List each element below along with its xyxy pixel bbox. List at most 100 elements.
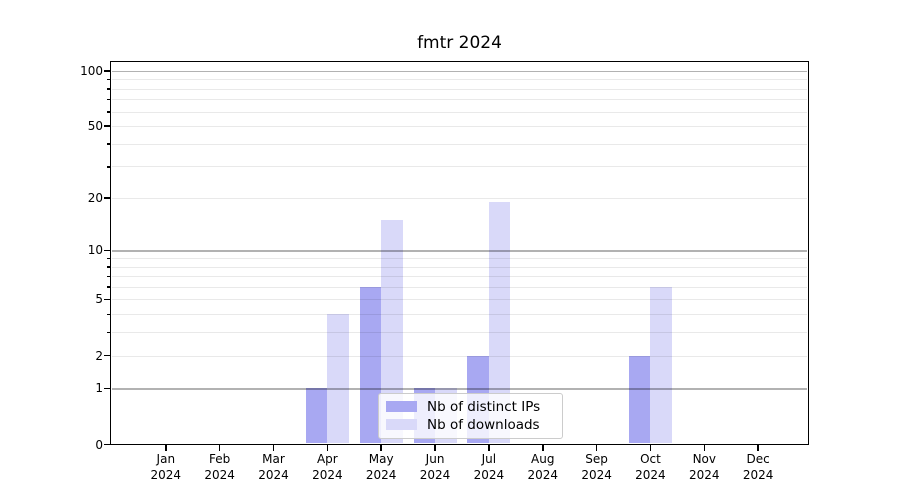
x-tick-mark [488, 444, 490, 451]
x-tick-label-feb: Feb 2024 [190, 452, 250, 483]
x-tick-label-may: May 2024 [351, 452, 411, 483]
x-tick-mark [272, 444, 275, 451]
x-tick-label-dec: Dec 2024 [728, 452, 788, 483]
y-minor-tick-mark [106, 275, 110, 278]
y-minor-tick-mark [106, 286, 110, 289]
x-tick-month: Jul [481, 452, 497, 466]
x-tick-year: 2024 [150, 467, 182, 482]
x-tick-year: 2024 [742, 467, 774, 482]
gridline-minor [112, 286, 807, 288]
gridline-minor [112, 299, 807, 301]
x-tick-month: Apr [316, 452, 338, 466]
gridline-minor [112, 276, 807, 278]
gridline-major [112, 70, 807, 72]
x-tick-month: Nov [692, 452, 716, 466]
gridline-major [112, 388, 807, 390]
y-minor-tick-mark [106, 257, 110, 260]
y-tick-mark [103, 354, 110, 357]
y-tick-mark [103, 249, 110, 252]
bar-downloads-oct [650, 286, 672, 444]
legend-item-downloads: Nb of downloads [386, 416, 555, 434]
gridline-minor [112, 314, 807, 316]
x-tick-month: Feb [209, 452, 231, 466]
x-tick-month: Oct [640, 452, 661, 466]
x-tick-month: May [368, 452, 394, 466]
gridline-minor [112, 258, 807, 260]
legend-swatch-distinct-ips [386, 401, 417, 412]
x-tick-mark [757, 444, 759, 451]
x-tick-month: Jun [425, 452, 445, 466]
chart-title: fmtr 2024 [417, 33, 502, 53]
x-tick-month: Jan [156, 452, 176, 466]
x-tick-label-jul: Jul 2024 [459, 452, 519, 483]
y-tick-label: 5 [95, 292, 103, 307]
gridline-minor [112, 88, 807, 90]
x-tick-label-jun: Jun 2024 [405, 452, 465, 483]
y-tick-mark [103, 298, 110, 301]
y-tick-label: 2 [95, 348, 103, 363]
legend-label: Nb of downloads [427, 416, 540, 433]
x-tick-mark [165, 444, 167, 451]
y-tick-label: 50 [87, 119, 103, 134]
y-minor-tick-mark [106, 331, 110, 334]
y-minor-tick-mark [106, 111, 110, 113]
y-tick-mark [103, 197, 110, 199]
legend-swatch-downloads [386, 419, 417, 430]
gridline-minor [112, 79, 807, 81]
gridline-minor [112, 143, 807, 145]
bar-distinct-ips-oct [628, 355, 651, 444]
x-tick-mark [649, 444, 652, 451]
x-tick-label-oct: Oct 2024 [620, 452, 680, 483]
x-tick-year: 2024 [312, 467, 343, 482]
x-tick-month: Sep [585, 452, 608, 466]
y-minor-tick-mark [106, 88, 110, 90]
bar-distinct-ips-apr [305, 388, 328, 444]
bar-downloads-apr [327, 314, 349, 444]
x-tick-mark [541, 444, 544, 451]
x-tick-mark [595, 444, 598, 451]
x-tick-month: Aug [531, 452, 555, 466]
x-tick-mark [434, 444, 436, 451]
x-tick-mark [218, 444, 221, 451]
x-tick-label-jan: Jan 2024 [136, 452, 196, 483]
x-tick-year: 2024 [473, 467, 505, 482]
x-tick-year: 2024 [258, 467, 289, 482]
gridline-minor [112, 266, 807, 268]
x-tick-label-nov: Nov 2024 [674, 452, 734, 483]
x-tick-year: 2024 [689, 467, 720, 482]
y-minor-tick-mark [106, 78, 110, 81]
x-tick-mark [326, 444, 329, 451]
bar-downloads-jul [488, 201, 511, 444]
legend-label: Nb of distinct IPs [427, 398, 541, 415]
y-tick-label: 0 [95, 437, 103, 452]
x-tick-year: 2024 [365, 467, 397, 482]
x-tick-mark [380, 444, 382, 451]
x-tick-month: Mar [262, 452, 285, 466]
x-tick-year: 2024 [419, 467, 451, 482]
y-minor-tick-mark [106, 165, 110, 168]
plot-area-border [110, 61, 809, 445]
gridline-minor [112, 197, 807, 199]
legend-item-distinct-ips: Nb of distinct IPs [386, 398, 555, 416]
gridline-minor [112, 99, 807, 101]
gridline-major [112, 250, 807, 252]
x-tick-label-mar: Mar 2024 [244, 452, 304, 483]
y-minor-tick-mark [106, 266, 110, 268]
y-tick-label: 100 [80, 63, 103, 78]
y-tick-label: 20 [87, 190, 103, 205]
x-tick-year: 2024 [635, 467, 666, 482]
x-tick-mark [703, 444, 706, 451]
y-minor-tick-mark [106, 313, 110, 316]
gridline-minor [112, 355, 807, 357]
y-tick-mark [103, 125, 110, 127]
y-minor-tick-mark [106, 98, 110, 101]
gridline-minor [112, 111, 807, 113]
gridline-minor [112, 126, 807, 128]
bar-downloads-may [381, 219, 403, 444]
x-tick-month: Dec [746, 452, 770, 466]
x-tick-label-sep: Sep 2024 [567, 452, 627, 483]
gridline-minor [112, 332, 807, 334]
gridline-minor [112, 166, 807, 168]
y-tick-mark [103, 443, 110, 446]
